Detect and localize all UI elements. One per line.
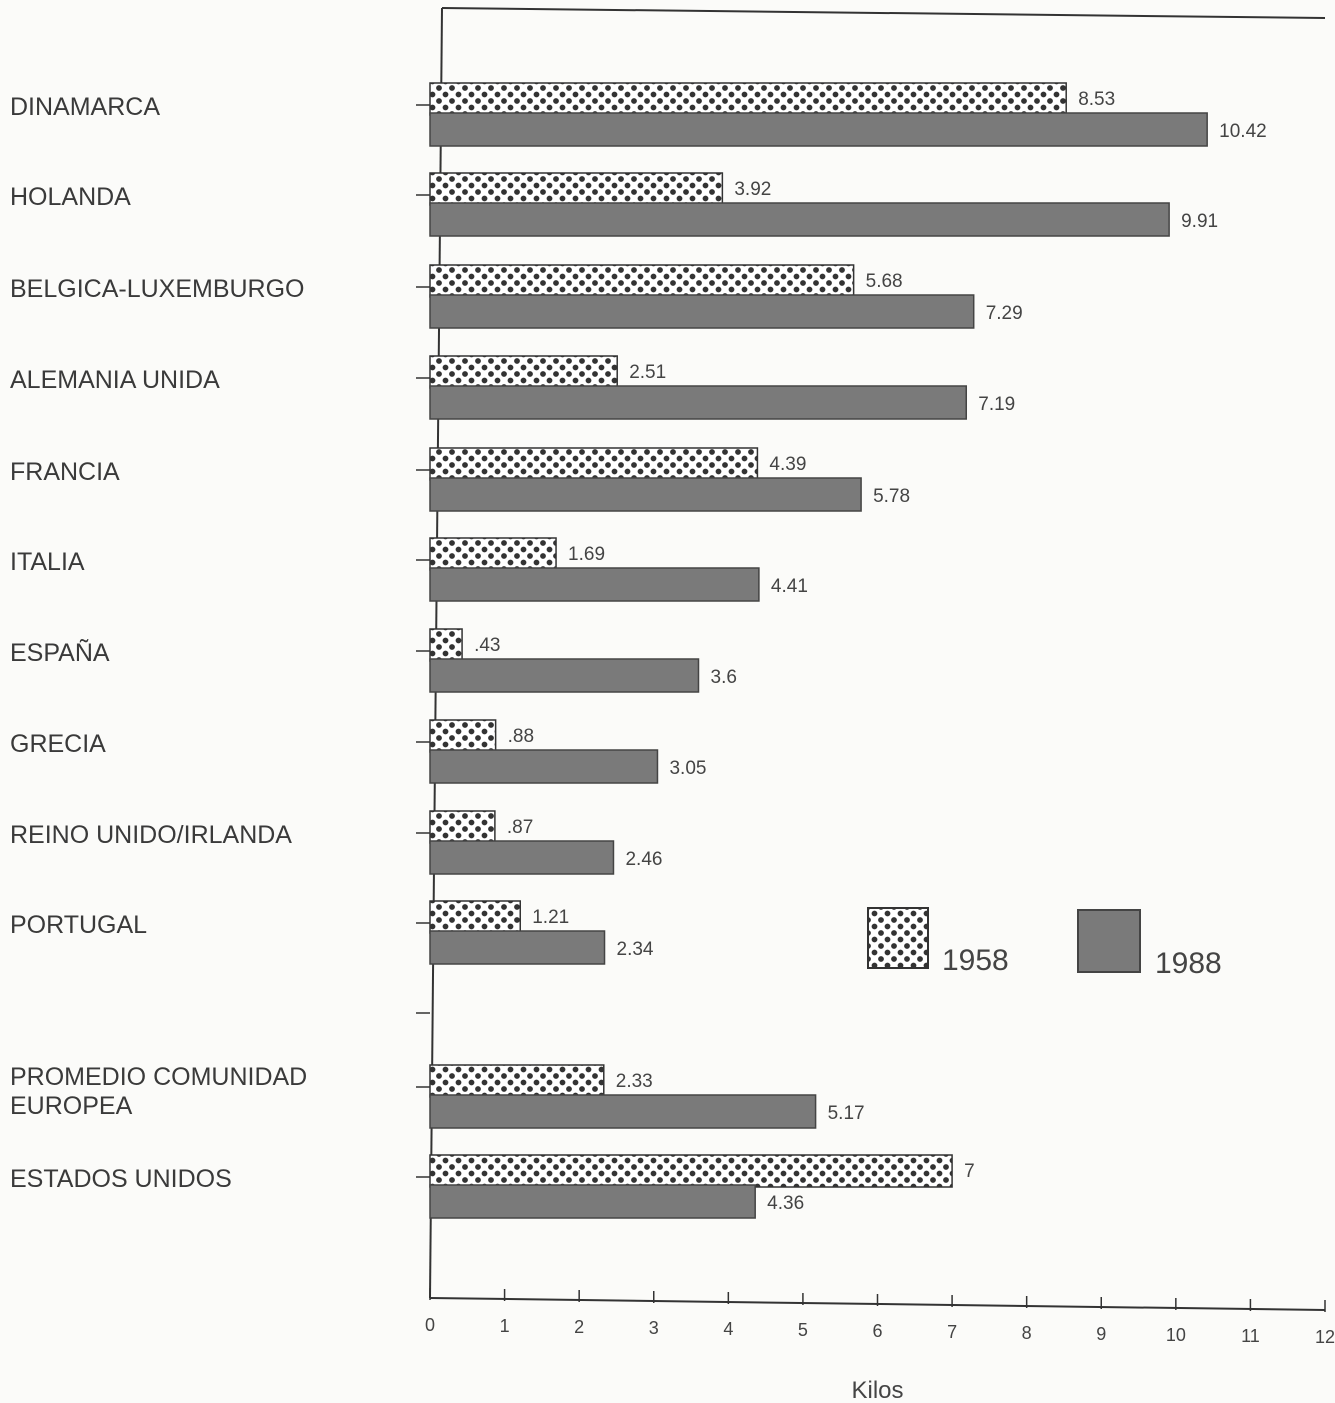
value-label-1988: 10.42 — [1219, 121, 1267, 142]
category-label: REINO UNIDO/IRLANDA — [10, 821, 292, 849]
x-tick-label: 2 — [574, 1317, 584, 1337]
category-label: DINAMARCA — [10, 93, 160, 121]
value-label-1958: 4.39 — [769, 454, 806, 475]
x-tick-label: 3 — [649, 1318, 659, 1338]
value-label-1958: 1.69 — [568, 544, 605, 565]
bar-1988 — [429, 1094, 817, 1129]
legend-label-1958: 1958 — [942, 944, 1009, 977]
category-label: ESTADOS UNIDOS — [10, 1165, 232, 1193]
value-label-1958: .87 — [507, 817, 533, 838]
value-label-1958: 8.53 — [1078, 89, 1115, 110]
bar-1958 — [429, 628, 463, 662]
category-labels: DINAMARCA HOLANDA BELGICA-LUXEMBURGO ALEMAN… — [10, 93, 307, 1193]
bar-1988 — [429, 385, 968, 420]
x-tick-label: 0 — [425, 1315, 435, 1335]
value-label-1988: 7.29 — [986, 303, 1023, 324]
value-label-1988: 3.6 — [711, 667, 737, 688]
category-label: FRANCIA — [10, 458, 120, 486]
bar-1958 — [429, 719, 497, 753]
value-label-1988: 4.41 — [771, 576, 808, 597]
bar-1988 — [429, 658, 700, 693]
bar-1958 — [429, 1064, 605, 1098]
bar-1958 — [429, 810, 496, 844]
bar-1988 — [429, 749, 659, 784]
category-label: ALEMANIA UNIDA — [10, 366, 220, 394]
category-label: HOLANDA — [10, 183, 131, 211]
value-label-1988: 5.78 — [873, 486, 910, 507]
x-tick-label: 7 — [947, 1322, 957, 1342]
bar-1988 — [429, 567, 760, 602]
bar-1958 — [429, 537, 557, 571]
value-label-1958: 2.33 — [616, 1071, 653, 1092]
x-tick-label: 6 — [872, 1321, 882, 1341]
bar-1958 — [429, 264, 855, 298]
category-label: PORTUGAL — [10, 911, 147, 939]
bar-1958 — [429, 82, 1067, 116]
x-tick-label: 4 — [723, 1319, 733, 1339]
value-label-1988: 9.91 — [1181, 211, 1218, 232]
category-label: EUROPEA — [10, 1092, 133, 1120]
bar-1958 — [429, 447, 759, 481]
x-tick-label: 5 — [798, 1320, 808, 1340]
bar-1988 — [429, 1184, 756, 1219]
value-label-1958: 5.68 — [866, 271, 903, 292]
bar-1958 — [429, 1154, 953, 1188]
legend-label-1988: 1988 — [1155, 947, 1222, 980]
x-tick-label: 8 — [1022, 1323, 1032, 1343]
x-tick-label: 1 — [500, 1316, 510, 1336]
value-label-1958: .88 — [508, 726, 534, 747]
bar-1958 — [429, 172, 724, 206]
bar-1988 — [429, 477, 862, 512]
value-label-1988: 5.17 — [828, 1103, 865, 1124]
category-label: BELGICA-LUXEMBURGO — [10, 275, 305, 303]
bar-1988 — [429, 294, 975, 329]
bar-1988 — [429, 202, 1170, 237]
x-tick-label: 10 — [1166, 1325, 1186, 1345]
value-label-1958: 2.51 — [629, 362, 666, 383]
x-tick-label: 9 — [1096, 1324, 1106, 1344]
value-label-1958: 7 — [964, 1161, 975, 1182]
bars-group: 8.53 10.42 3.92 9.91 5.68 7.29 2.51 7.19 4.39 5.7… — [416, 82, 1267, 1219]
category-label: ESPAÑA — [10, 638, 110, 667]
category-label: PROMEDIO COMUNIDAD — [10, 1063, 307, 1091]
bar-1988 — [429, 840, 615, 875]
value-label-1988: 4.36 — [767, 1193, 804, 1214]
bar-1988 — [429, 112, 1208, 147]
value-label-1988: 3.05 — [669, 758, 706, 779]
x-axis-title: Kilos — [851, 1377, 903, 1403]
value-label-1958: 1.21 — [532, 907, 569, 928]
x-tick-label: 12 — [1315, 1327, 1335, 1347]
plot-top-border — [441, 7, 1326, 19]
category-label: ITALIA — [10, 548, 85, 576]
category-label: GRECIA — [10, 730, 106, 758]
value-label-1988: 2.34 — [617, 939, 654, 960]
bar-1958 — [429, 900, 521, 934]
bar-1988 — [429, 930, 606, 965]
bar-1958 — [429, 355, 618, 389]
x-tick-label: 11 — [1241, 1326, 1260, 1346]
legend-swatch-1958 — [867, 907, 929, 969]
value-label-1958: 3.92 — [734, 179, 771, 200]
legend-swatch-1988 — [1077, 909, 1141, 973]
value-label-1958: .43 — [474, 635, 500, 656]
legend: 1958 1988 — [867, 907, 1222, 980]
value-label-1988: 7.19 — [978, 394, 1015, 415]
value-label-1988: 2.46 — [625, 849, 662, 870]
